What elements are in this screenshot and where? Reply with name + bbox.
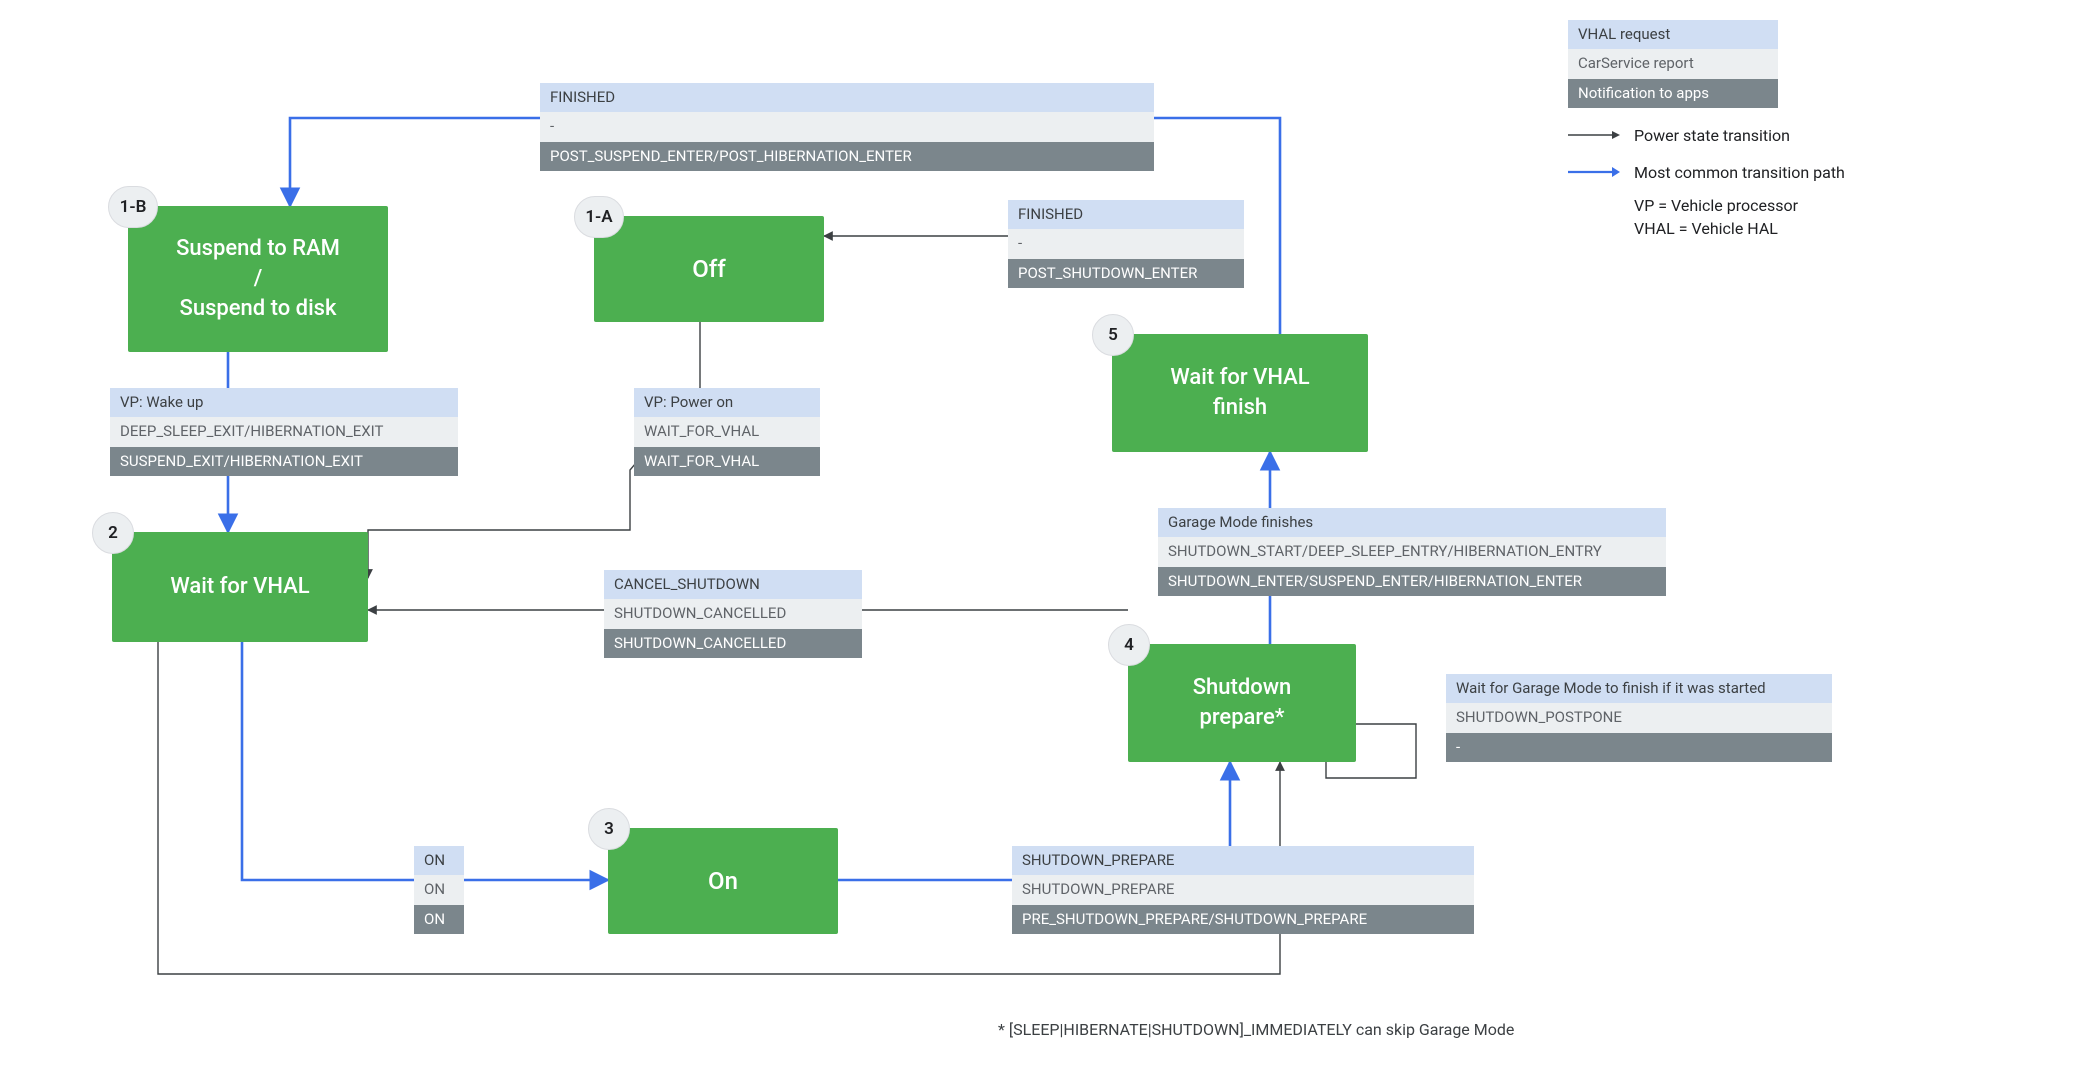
node-shutdown: Shutdown prepare* bbox=[1128, 644, 1356, 762]
stack-garage_finish: Garage Mode finishesSHUTDOWN_START/DEEP_… bbox=[1158, 508, 1666, 596]
stack-cancel-vhal: CANCEL_SHUTDOWN bbox=[604, 570, 862, 599]
stack-garage_finish-vhal: Garage Mode finishes bbox=[1158, 508, 1666, 537]
stack-shutdown_prepare-car: SHUTDOWN_PREPARE bbox=[1012, 875, 1474, 904]
stack-right_finished-car: - bbox=[1008, 229, 1244, 258]
legend: VHAL request CarService report Notificat… bbox=[1568, 20, 1845, 238]
badge-off: 1-A bbox=[574, 196, 624, 238]
legend-blue-arrow: Most common transition path bbox=[1568, 163, 1845, 182]
edge-wait-to-on bbox=[242, 642, 608, 880]
footnote: * [SLEEP|HIBERNATE|SHUTDOWN]_IMMEDIATELY… bbox=[998, 1020, 1514, 1039]
stack-shutdown_prepare-vhal: SHUTDOWN_PREPARE bbox=[1012, 846, 1474, 875]
stack-wakeup-app: SUSPEND_EXIT/HIBERNATION_EXIT bbox=[110, 447, 458, 476]
stack-wakeup-car: DEEP_SLEEP_EXIT/HIBERNATION_EXIT bbox=[110, 417, 458, 446]
badge-suspend: 1-B bbox=[108, 186, 158, 228]
badge-wait: 2 bbox=[92, 512, 134, 554]
legend-black-label: Power state transition bbox=[1634, 126, 1790, 145]
stack-garage_finish-app: SHUTDOWN_ENTER/SUSPEND_ENTER/HIBERNATION… bbox=[1158, 567, 1666, 596]
stack-wakeup-vhal: VP: Wake up bbox=[110, 388, 458, 417]
stack-on_stack: ONONON bbox=[414, 846, 464, 934]
legend-vhal-row: VHAL request bbox=[1568, 20, 1778, 49]
badge-shutdown: 4 bbox=[1108, 624, 1150, 666]
legend-blue-label: Most common transition path bbox=[1634, 163, 1845, 182]
legend-vhal-abbr: VHAL = Vehicle HAL bbox=[1568, 219, 1845, 238]
stack-poweron-vhal: VP: Power on bbox=[634, 388, 820, 417]
legend-black-arrow: Power state transition bbox=[1568, 126, 1845, 145]
node-on: On bbox=[608, 828, 838, 934]
legend-car-row: CarService report bbox=[1568, 49, 1778, 78]
legend-app-row: Notification to apps bbox=[1568, 79, 1778, 108]
stack-cancel: CANCEL_SHUTDOWNSHUTDOWN_CANCELLEDSHUTDOW… bbox=[604, 570, 862, 658]
legend-vhal-abbr-label: VHAL = Vehicle HAL bbox=[1634, 219, 1778, 238]
stack-top_finished-app: POST_SUSPEND_ENTER/POST_HIBERNATION_ENTE… bbox=[540, 142, 1154, 171]
stack-right_finished: FINISHED-POST_SHUTDOWN_ENTER bbox=[1008, 200, 1244, 288]
stack-right_finished-app: POST_SHUTDOWN_ENTER bbox=[1008, 259, 1244, 288]
stack-postpone-app: - bbox=[1446, 733, 1832, 762]
stack-top_finished: FINISHED-POST_SUSPEND_ENTER/POST_HIBERNA… bbox=[540, 83, 1154, 171]
stack-poweron: VP: Power onWAIT_FOR_VHALWAIT_FOR_VHAL bbox=[634, 388, 820, 476]
stack-top_finished-vhal: FINISHED bbox=[540, 83, 1154, 112]
stack-on_stack-app: ON bbox=[414, 905, 464, 934]
stack-shutdown_prepare: SHUTDOWN_PREPARESHUTDOWN_PREPAREPRE_SHUT… bbox=[1012, 846, 1474, 934]
stack-right_finished-vhal: FINISHED bbox=[1008, 200, 1244, 229]
stack-garage_finish-car: SHUTDOWN_START/DEEP_SLEEP_ENTRY/HIBERNAT… bbox=[1158, 537, 1666, 566]
stack-top_finished-car: - bbox=[540, 112, 1154, 141]
legend-vp-label: VP = Vehicle processor bbox=[1634, 196, 1798, 215]
stack-cancel-app: SHUTDOWN_CANCELLED bbox=[604, 629, 862, 658]
node-suspend: Suspend to RAM / Suspend to disk bbox=[128, 206, 388, 352]
node-off: Off bbox=[594, 216, 824, 322]
stack-poweron-car: WAIT_FOR_VHAL bbox=[634, 417, 820, 446]
badge-on: 3 bbox=[588, 808, 630, 850]
stack-on_stack-car: ON bbox=[414, 875, 464, 904]
stack-poweron-app: WAIT_FOR_VHAL bbox=[634, 447, 820, 476]
stack-postpone-vhal: Wait for Garage Mode to finish if it was… bbox=[1446, 674, 1832, 703]
stack-postpone-car: SHUTDOWN_POSTPONE bbox=[1446, 703, 1832, 732]
stack-on_stack-vhal: ON bbox=[414, 846, 464, 875]
node-wait: Wait for VHAL bbox=[112, 532, 368, 642]
stack-postpone: Wait for Garage Mode to finish if it was… bbox=[1446, 674, 1832, 762]
node-finish: Wait for VHAL finish bbox=[1112, 334, 1368, 452]
badge-finish: 5 bbox=[1092, 314, 1134, 356]
stack-wakeup: VP: Wake upDEEP_SLEEP_EXIT/HIBERNATION_E… bbox=[110, 388, 458, 476]
legend-vp: VP = Vehicle processor bbox=[1568, 196, 1845, 215]
stack-shutdown_prepare-app: PRE_SHUTDOWN_PREPARE/SHUTDOWN_PREPARE bbox=[1012, 905, 1474, 934]
stack-cancel-car: SHUTDOWN_CANCELLED bbox=[604, 599, 862, 628]
